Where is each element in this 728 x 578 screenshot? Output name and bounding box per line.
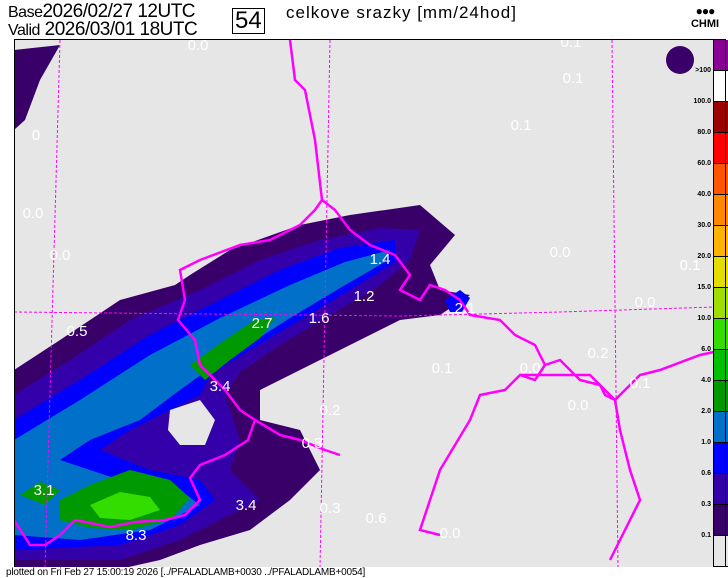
precip-4.0 bbox=[90, 492, 160, 520]
precip-1.0 bbox=[14, 250, 390, 540]
value-label: 0.2 bbox=[588, 345, 609, 362]
legend-swatch bbox=[714, 226, 728, 257]
legend-swatch bbox=[714, 164, 728, 195]
value-label: 1.6 bbox=[309, 310, 330, 327]
legend-swatch bbox=[714, 412, 728, 443]
value-label: 0.3 bbox=[320, 500, 341, 517]
value-label: 1.2 bbox=[354, 288, 375, 305]
precipitation-field bbox=[14, 45, 694, 569]
legend-label: 0.3 bbox=[701, 501, 711, 508]
legend-swatch bbox=[714, 350, 728, 381]
value-label: 1.4 bbox=[370, 251, 391, 268]
legend-label: 0.6 bbox=[701, 470, 711, 477]
legend-swatch bbox=[714, 505, 728, 536]
legend-swatch bbox=[714, 319, 728, 350]
legend-label: 1.0 bbox=[701, 439, 711, 446]
value-label: 0.0 bbox=[635, 294, 656, 311]
precip-2.0-a bbox=[190, 318, 275, 380]
base-time: Base2026/02/27 12UTC bbox=[8, 1, 196, 22]
legend-label: >100 bbox=[695, 67, 711, 74]
value-label: 0.6 bbox=[366, 510, 387, 527]
valid-time: Valid 2026/03/01 18UTC bbox=[8, 19, 198, 40]
precip-ne-cells bbox=[666, 46, 694, 74]
forecast-step: 54 bbox=[232, 8, 265, 34]
legend-swatch bbox=[714, 474, 728, 505]
value-label: 3.4 bbox=[236, 497, 257, 514]
graticule bbox=[14, 39, 714, 569]
legend-label: 60.0 bbox=[697, 160, 711, 167]
legend-swatch bbox=[714, 102, 728, 133]
precip-0.6 bbox=[14, 240, 395, 550]
precip-hole bbox=[168, 400, 215, 445]
header: Base2026/02/27 12UTC Valid 2026/03/01 18… bbox=[0, 0, 728, 40]
legend-swatch bbox=[714, 257, 728, 288]
legend-label: 0.1 bbox=[701, 532, 711, 539]
precip-2.0-c bbox=[20, 482, 60, 505]
value-label: 0.0 bbox=[50, 247, 71, 264]
value-label: 3.1 bbox=[34, 482, 55, 499]
legend-swatch bbox=[714, 133, 728, 164]
value-label: 0.1 bbox=[432, 360, 453, 377]
value-label: 0.1 bbox=[630, 375, 651, 392]
value-label: 2.1 bbox=[455, 300, 476, 317]
value-label: 0.1 bbox=[680, 257, 701, 274]
legend-label: 2.0 bbox=[701, 408, 711, 415]
precip-0.1-nw bbox=[14, 45, 60, 130]
legend-label: 80.0 bbox=[697, 129, 711, 136]
value-label: 0.0 bbox=[550, 244, 571, 261]
value-label: 3.4 bbox=[210, 378, 231, 395]
legend-label: 4.0 bbox=[701, 377, 711, 384]
value-label: 0.1 bbox=[511, 117, 532, 134]
legend-label: 20.0 bbox=[697, 253, 711, 260]
value-label: 0.0 bbox=[440, 525, 461, 542]
color-legend bbox=[713, 40, 728, 568]
legend-swatch bbox=[714, 536, 728, 567]
value-label: 0 bbox=[32, 127, 40, 144]
legend-swatch bbox=[714, 71, 728, 102]
legend-label: 10.0 bbox=[697, 315, 711, 322]
value-label: 0.5 bbox=[67, 323, 88, 340]
legend-label: 40.0 bbox=[697, 191, 711, 198]
value-label: 0.0 bbox=[568, 397, 589, 414]
legend-swatch bbox=[714, 195, 728, 226]
legend-label: 100.0 bbox=[693, 98, 711, 105]
legend-label: 15.0 bbox=[697, 284, 711, 291]
value-label: 8.3 bbox=[126, 527, 147, 544]
map-title: celkove srazky [mm/24hod] bbox=[286, 3, 517, 22]
value-label: 0.2 bbox=[320, 402, 341, 419]
legend-swatch bbox=[714, 443, 728, 474]
country-borders bbox=[14, 39, 714, 561]
value-label: 0.1 bbox=[561, 39, 582, 51]
value-label: 0.3 bbox=[302, 435, 323, 452]
value-label: 0.0 bbox=[520, 360, 541, 377]
value-label: 0.0 bbox=[188, 39, 209, 54]
legend-swatch bbox=[714, 381, 728, 412]
value-labels: 0.0 0.1 0.1 0 0.1 0.0 0.0 1.4 0.0 0.1 1.2 0.0 2.1 0.5… bbox=[23, 39, 701, 544]
legend-label: 30.0 bbox=[697, 222, 711, 229]
chmi-logo: ●●● CHMI bbox=[690, 4, 720, 30]
value-label: 0.1 bbox=[563, 70, 584, 87]
value-label: 0.0 bbox=[23, 205, 44, 222]
legend-swatch bbox=[714, 40, 728, 71]
legend-label: 6.0 bbox=[701, 346, 711, 353]
value-label: 2.7 bbox=[252, 315, 273, 332]
legend-swatch bbox=[714, 288, 728, 319]
footer: plotted on Fri Feb 27 15:00:19 2026 [../… bbox=[0, 567, 728, 578]
precipitation-map: 0.0 0.1 0.1 0 0.1 0.0 0.0 1.4 0.0 0.1 1.2 0.0 2.1 0.5… bbox=[14, 39, 714, 569]
